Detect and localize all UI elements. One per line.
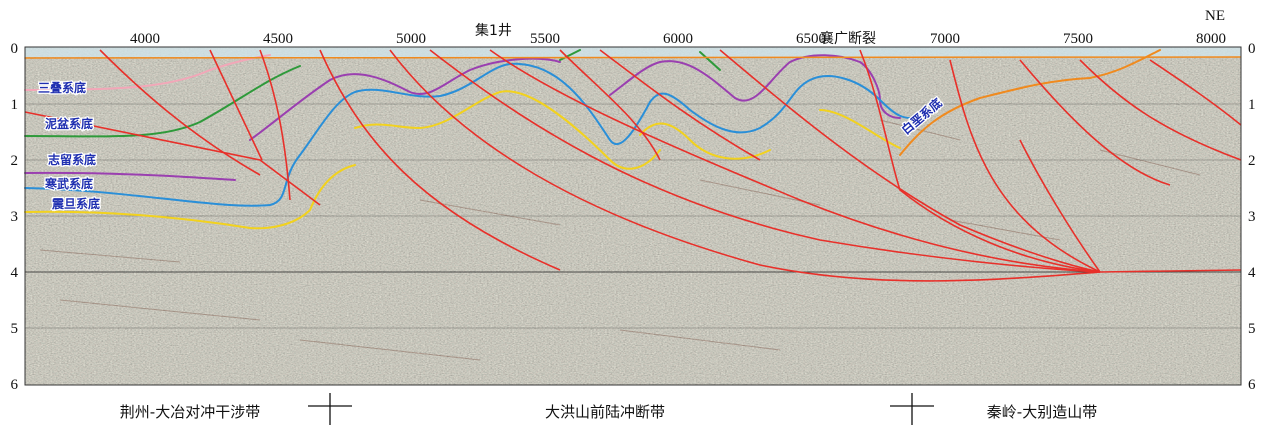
right-tick-0: 0 — [1248, 41, 1256, 57]
left-tick-6: 6 — [11, 377, 19, 393]
label-silurian: 志留系底 — [48, 152, 96, 167]
horizon-devonian — [24, 65, 301, 138]
horizons — [24, 49, 1241, 230]
left-tick-1: 1 — [11, 97, 19, 113]
plot-frame — [24, 46, 1242, 386]
left-tick-0: 0 — [11, 41, 19, 57]
zone-boundaries — [308, 393, 934, 425]
time-axis-left: 0 1 2 3 4 5 6 — [11, 41, 19, 393]
left-tick-2: 2 — [11, 153, 19, 169]
top-tick-5500: 5500 — [530, 31, 560, 47]
zone-label-jingzhou: 荆州-大冶对冲干涉带 — [120, 403, 260, 421]
time-gridlines — [25, 103, 1241, 329]
time-axis-right: 0 1 2 3 4 5 6 — [1248, 41, 1256, 393]
horizon-cretaceous — [899, 49, 1161, 156]
fault-label: 襄广断裂 — [820, 31, 876, 47]
well-label: 集1井 — [475, 22, 512, 39]
right-tick-2: 2 — [1248, 153, 1256, 169]
top-tick-4000: 4000 — [130, 31, 160, 47]
label-triassic: 三叠系底 — [38, 80, 86, 95]
top-tick-7500: 7500 — [1063, 31, 1093, 47]
top-tick-8000: 8000 — [1196, 31, 1226, 47]
horizon-triassic — [24, 54, 271, 91]
faults — [24, 49, 1242, 282]
horizon-devonian-2 — [559, 49, 721, 71]
top-tick-7000: 7000 — [930, 31, 960, 47]
left-tick-5: 5 — [11, 321, 19, 337]
direction-label: NE — [1205, 8, 1225, 24]
zone-boundary-2 — [890, 393, 934, 425]
zone-boundary-1 — [308, 393, 352, 425]
top-tick-6000: 6000 — [663, 31, 693, 47]
top-tick-5000: 5000 — [396, 31, 426, 47]
left-tick-4: 4 — [11, 265, 19, 281]
zone-label-dahongshan: 大洪山前陆冲断带 — [545, 403, 665, 421]
right-tick-4: 4 — [1248, 265, 1256, 281]
label-cambrian: 寒武系底 — [44, 176, 93, 191]
label-sinian: 震旦系底 — [52, 196, 100, 211]
label-devonian: 泥盆系底 — [45, 116, 93, 131]
right-tick-3: 3 — [1248, 209, 1256, 225]
zone-labels: 荆州-大冶对冲干涉带 大洪山前陆冲断带 秦岭-大别造山带 — [120, 403, 1097, 421]
right-tick-1: 1 — [1248, 97, 1256, 113]
horizon-sinian — [24, 90, 901, 230]
right-tick-6: 6 — [1248, 377, 1256, 393]
horizon-top-orange — [24, 56, 1241, 59]
zone-label-qinling: 秦岭-大别造山带 — [987, 403, 1097, 421]
top-tick-4500: 4500 — [263, 31, 293, 47]
right-tick-5: 5 — [1248, 321, 1256, 337]
horizon-cambrian — [24, 62, 911, 207]
seismic-background — [25, 47, 1241, 385]
left-tick-3: 3 — [11, 209, 19, 225]
top-tick-6500: 6500 — [796, 31, 826, 47]
top-axis: 4000 4500 5000 5500 6000 6500 7000 7500 … — [130, 8, 1226, 47]
